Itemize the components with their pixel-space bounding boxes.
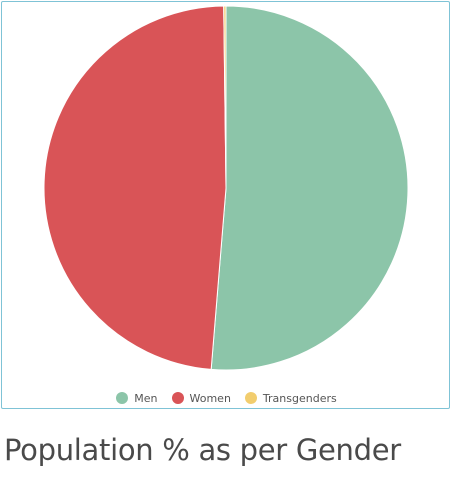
legend-swatch (171, 392, 184, 404)
legend-swatch (244, 392, 257, 404)
pie-slice-women[interactable] (43, 5, 227, 370)
legend-label: Men (134, 391, 158, 405)
pie-slice-men[interactable] (210, 5, 409, 371)
legend-label: Transgenders (262, 391, 337, 405)
legend-item-men[interactable]: Men (116, 391, 158, 405)
chart-card: Men Women Transgenders (1, 1, 450, 409)
legend-item-women[interactable]: Women (171, 391, 231, 405)
pie-chart (43, 5, 409, 371)
legend-label: Women (189, 391, 231, 405)
chart-legend: Men Women Transgenders (2, 388, 451, 408)
pie-slice-transgenders[interactable] (223, 5, 227, 189)
legend-swatch (116, 392, 129, 404)
legend-item-transgenders[interactable]: Transgenders (244, 391, 337, 405)
chart-caption: Population % as per Gender (4, 433, 401, 467)
